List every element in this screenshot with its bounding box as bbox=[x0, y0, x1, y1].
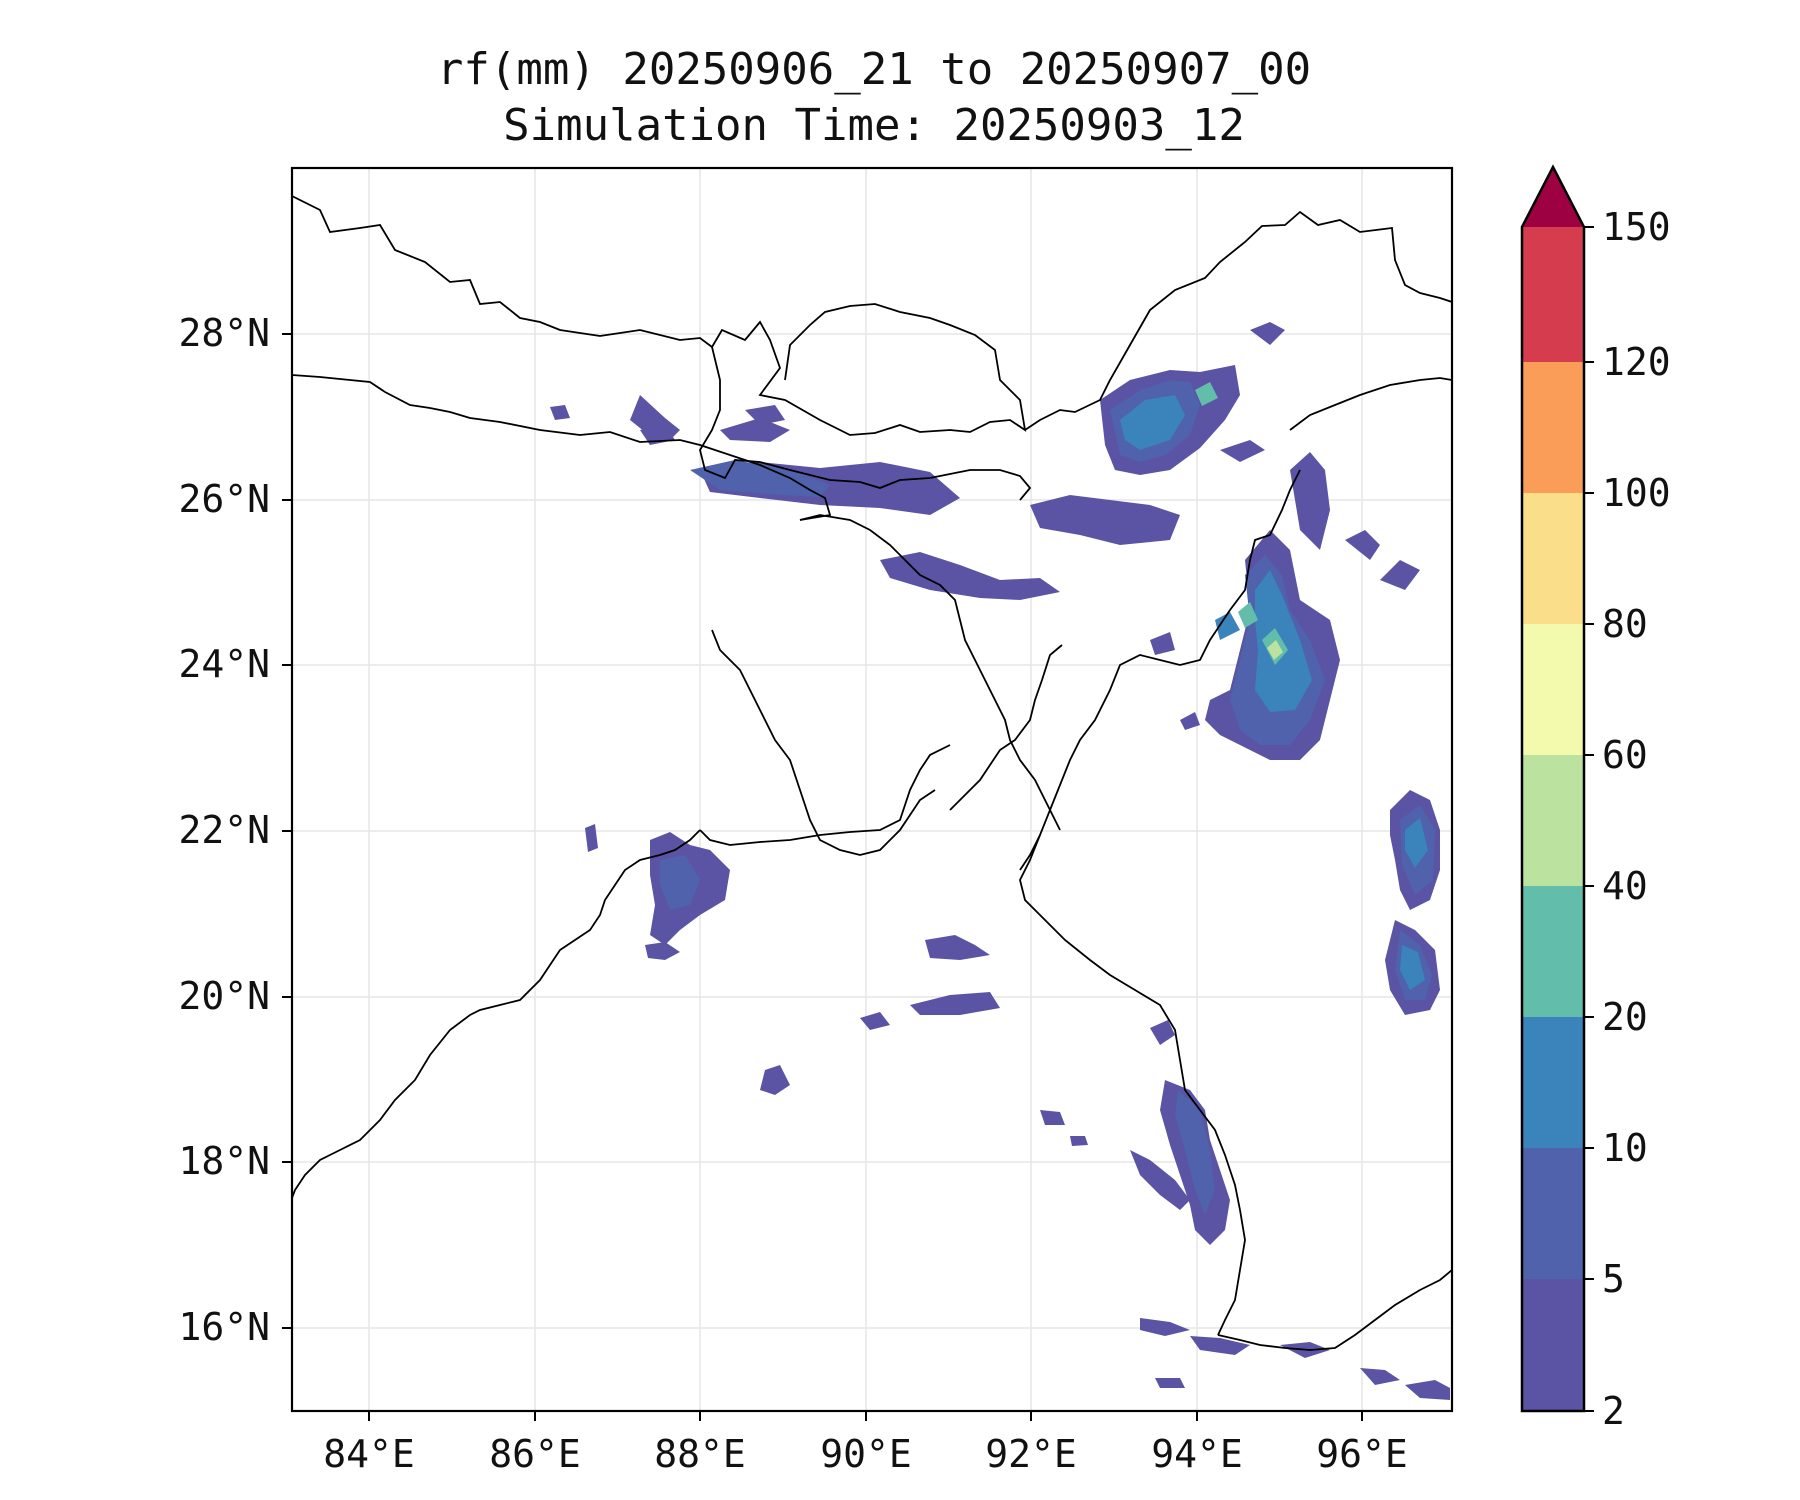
y-tick-label: 22°N bbox=[178, 808, 270, 852]
x-tick-label: 94°E bbox=[1151, 1432, 1243, 1476]
colorbar-extend-arrow bbox=[1522, 167, 1584, 227]
country-borders-and-coastline bbox=[292, 195, 1452, 1351]
colorbar-tick-label: 2 bbox=[1602, 1389, 1625, 1433]
colorbar-segment-1 bbox=[1522, 1148, 1584, 1279]
x-tick-label: 84°E bbox=[323, 1432, 415, 1476]
y-tick-label: 26°N bbox=[178, 477, 270, 521]
colorbar-tick-label: 80 bbox=[1602, 602, 1648, 646]
map-frame bbox=[290, 166, 1454, 1413]
x-tick-label: 96°E bbox=[1316, 1432, 1408, 1476]
map-title: rf(mm) 20250906_21 to 20250907_00 bbox=[436, 44, 1312, 95]
colorbar-segment-2 bbox=[1522, 1017, 1584, 1148]
colorbar-segment-0 bbox=[1522, 1279, 1584, 1411]
colorbar: 2 5 10 20 40 60 80 100 120 150 bbox=[1520, 164, 1671, 1433]
axis-ticks bbox=[282, 333, 1363, 1421]
colorbar-tick-label: 40 bbox=[1602, 864, 1648, 908]
colorbar-tick-label: 100 bbox=[1602, 471, 1671, 515]
colorbar-segment-3 bbox=[1522, 886, 1584, 1017]
rainfall-40-60mm bbox=[1267, 640, 1283, 660]
colorbar-segment-7 bbox=[1522, 362, 1584, 493]
y-tick-label: 24°N bbox=[178, 642, 270, 686]
y-tick-label: 18°N bbox=[178, 1139, 270, 1183]
colorbar-segment-5 bbox=[1522, 624, 1584, 755]
y-tick-label: 20°N bbox=[178, 974, 270, 1018]
x-tick-label: 86°E bbox=[489, 1432, 581, 1476]
colorbar-segment-8 bbox=[1522, 227, 1584, 362]
x-tick-label: 88°E bbox=[654, 1432, 746, 1476]
y-tick-label: 28°N bbox=[178, 311, 270, 355]
map-gridlines bbox=[292, 168, 1452, 1411]
colorbar-segment-4 bbox=[1522, 755, 1584, 886]
colorbar-tick-label: 20 bbox=[1602, 995, 1648, 1039]
rainfall-field bbox=[550, 322, 1450, 1400]
map-subtitle: Simulation Time: 20250903_12 bbox=[503, 100, 1245, 151]
colorbar-tick-label: 150 bbox=[1602, 205, 1671, 249]
colorbar-outline bbox=[1520, 164, 1586, 1413]
rainfall-10-20mm bbox=[1120, 395, 1428, 990]
colorbar-tick-label: 120 bbox=[1602, 340, 1671, 384]
y-tick-label: 16°N bbox=[178, 1305, 270, 1349]
colorbar-tick-label: 60 bbox=[1602, 733, 1648, 777]
colorbar-tick-label: 10 bbox=[1602, 1126, 1648, 1170]
x-tick-label: 90°E bbox=[820, 1432, 912, 1476]
colorbar-segment-6 bbox=[1522, 493, 1584, 624]
x-tick-label: 92°E bbox=[985, 1432, 1077, 1476]
colorbar-tick-label: 5 bbox=[1602, 1257, 1625, 1301]
